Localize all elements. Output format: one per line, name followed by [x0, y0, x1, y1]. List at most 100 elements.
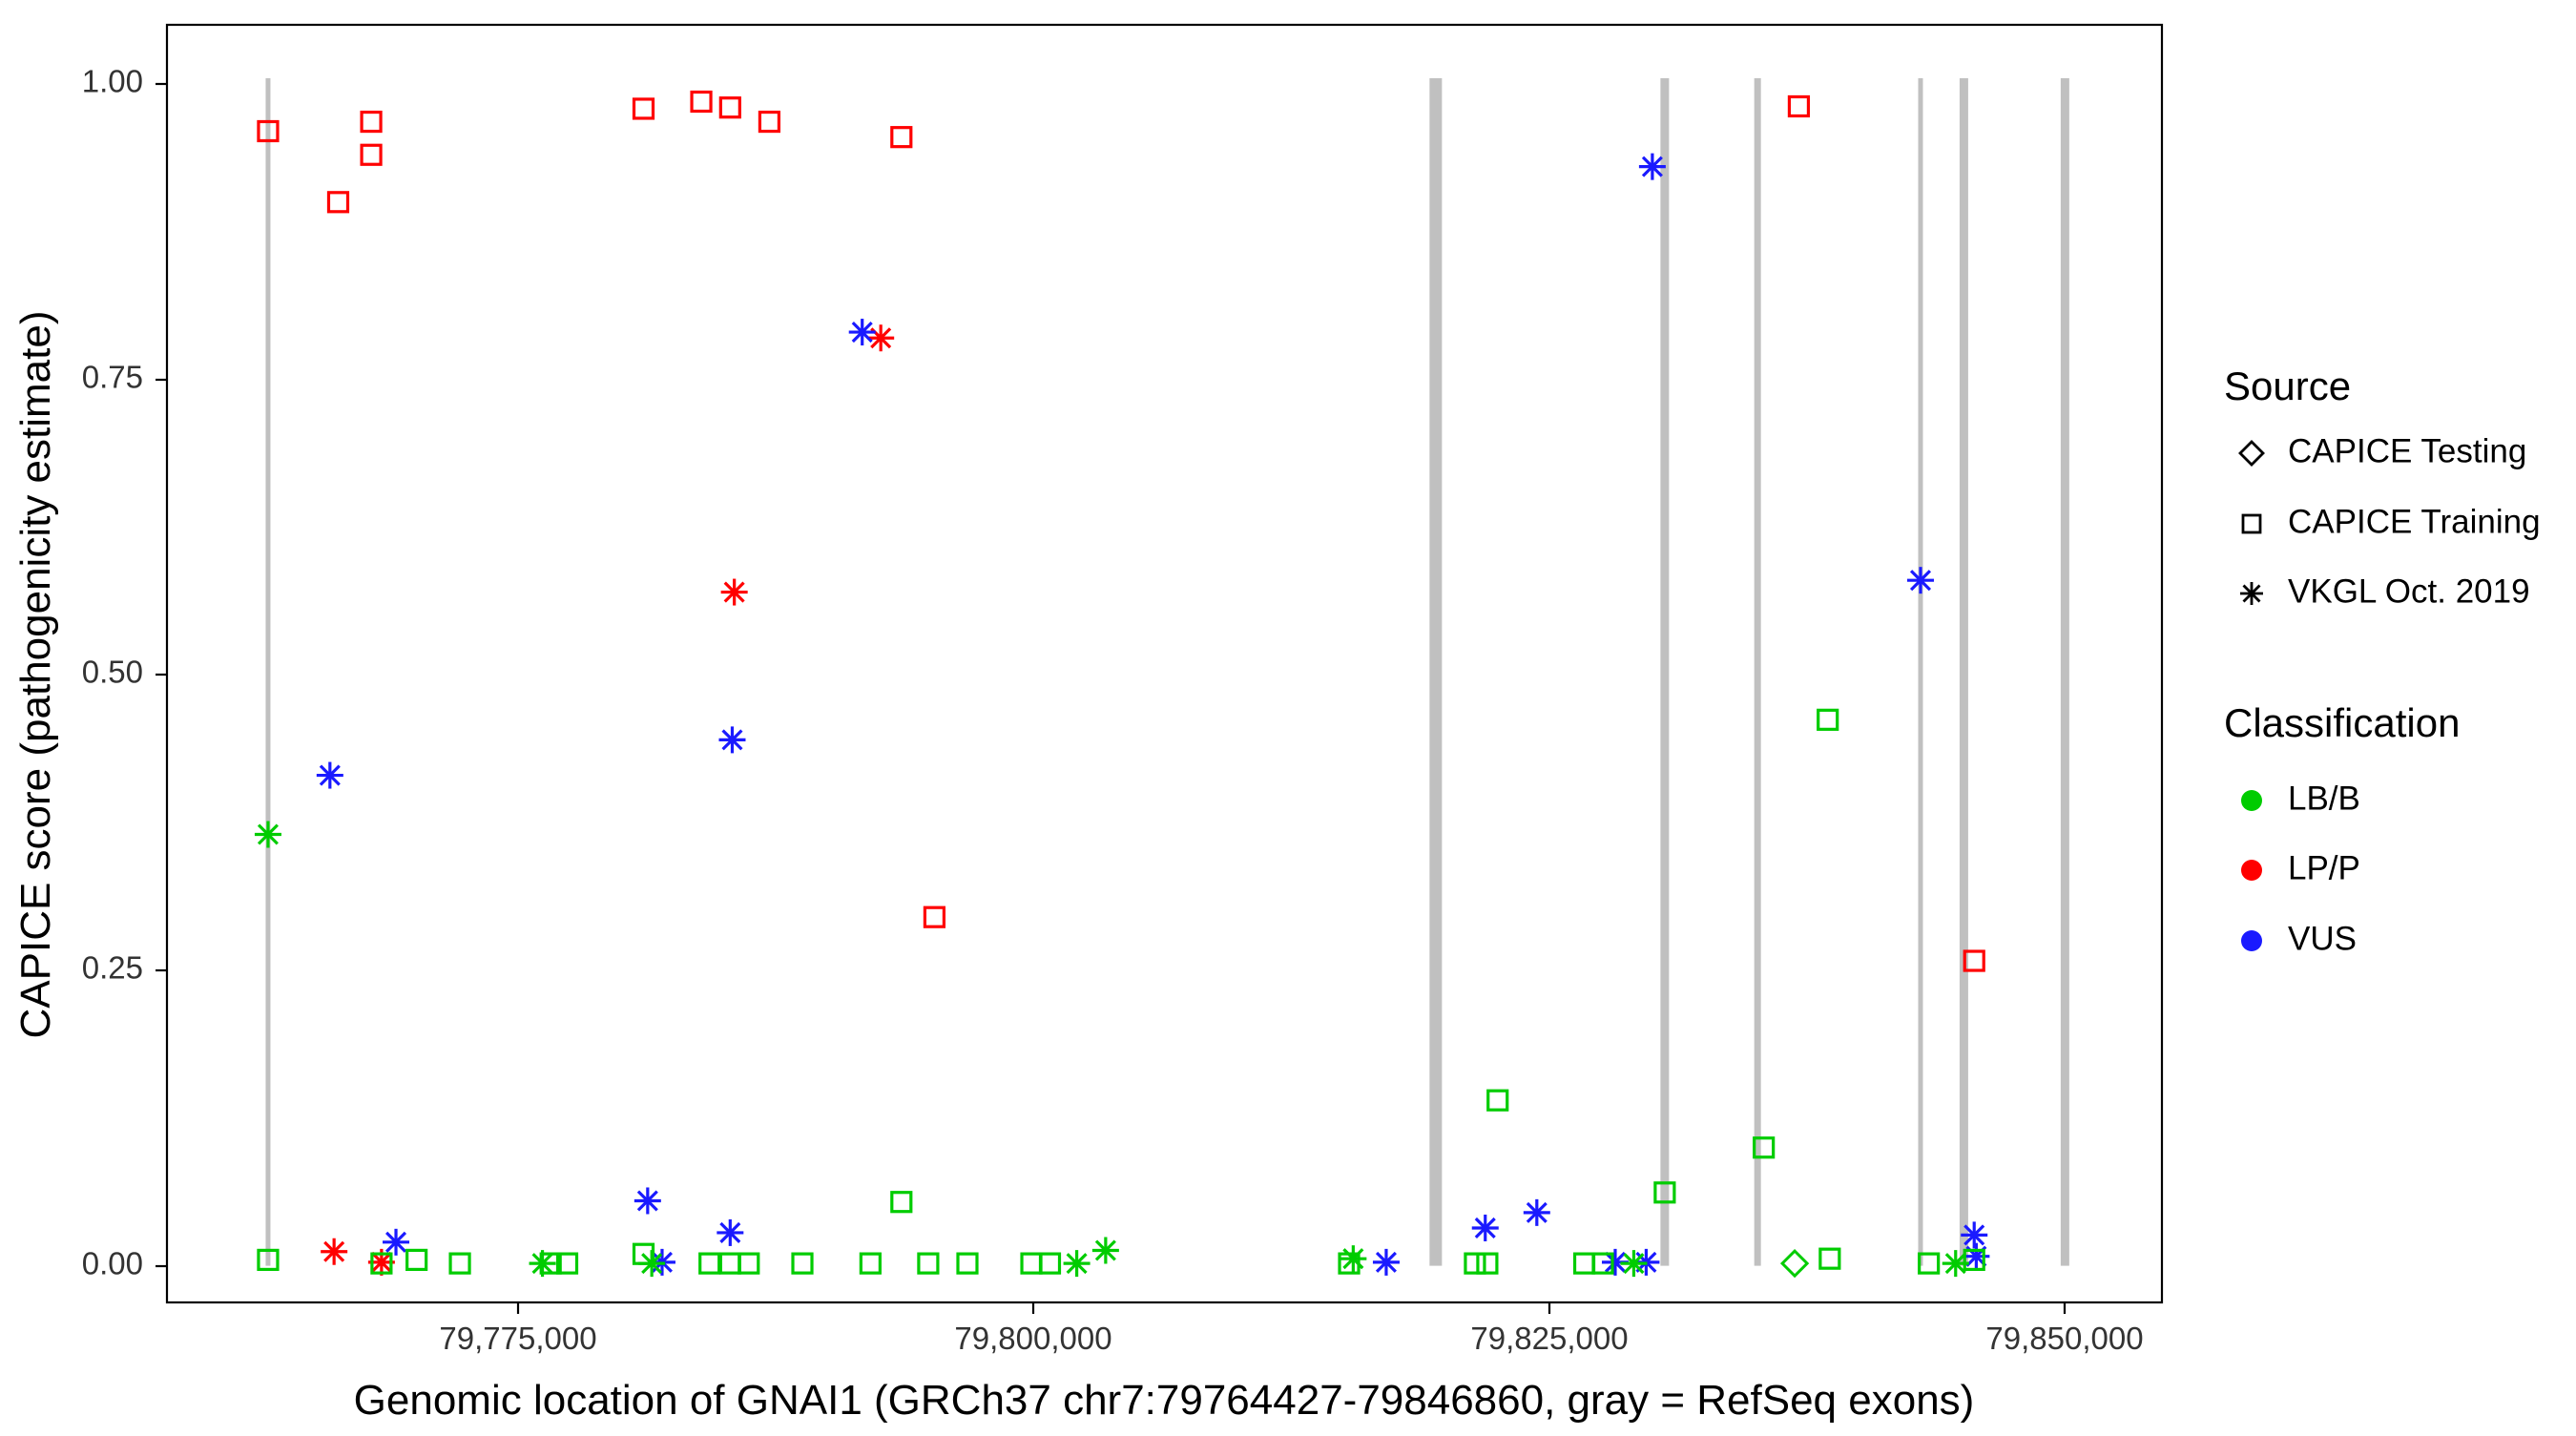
- data-point-square: [1464, 1252, 1486, 1275]
- data-point-asterisk: [321, 1238, 348, 1265]
- data-point-asterisk: [1340, 1245, 1367, 1273]
- legend-item-lpp: LP/P: [2288, 849, 2360, 886]
- data-point-diamond: [1779, 1248, 1810, 1279]
- x-axis-title: Genomic location of GNAI1 (GRCh37 chr7:7…: [354, 1377, 1975, 1424]
- exon-line: [1918, 77, 1923, 1266]
- x-tick-label: 79,775,000: [439, 1321, 596, 1356]
- data-point-square: [859, 1252, 882, 1275]
- legend-classification: Classification LB/B LP/P VUS: [2224, 700, 2460, 957]
- data-point-square: [405, 1248, 428, 1272]
- data-point-asterisk: [718, 726, 746, 754]
- y-tick-label: 0.25: [82, 950, 143, 986]
- y-axis-tick-labels: 0.00 0.25 0.50 0.75 1.00: [82, 64, 143, 1281]
- data-point-asterisk: [1907, 567, 1935, 594]
- data-point-square: [718, 96, 741, 119]
- legend-item-capice-testing: CAPICE Testing: [2288, 432, 2526, 469]
- data-point-square: [917, 1252, 940, 1275]
- data-point-asterisk: [717, 1218, 744, 1246]
- data-point-asterisk: [638, 1250, 666, 1278]
- data-point-asterisk: [1372, 1248, 1400, 1276]
- data-point-square: [956, 1252, 979, 1275]
- data-point-asterisk: [1963, 1242, 1990, 1270]
- data-point-asterisk: [1638, 153, 1666, 180]
- data-point-square: [1486, 1089, 1509, 1112]
- data-point-square: [448, 1252, 471, 1275]
- data-point-asterisk: [1942, 1250, 1969, 1278]
- data-point-square: [1753, 1136, 1776, 1159]
- data-point-asterisk: [529, 1250, 556, 1278]
- data-point-square: [1818, 1247, 1841, 1270]
- x-tick-label: 79,800,000: [954, 1321, 1111, 1356]
- data-point-square: [1653, 1181, 1676, 1204]
- data-point-square: [1817, 708, 1839, 731]
- exon-line: [1429, 77, 1443, 1266]
- y-axis-title: CAPICE score (pathogenicity estimate): [12, 311, 59, 1039]
- data-point-asterisk: [1063, 1250, 1091, 1278]
- legend-source: Source CAPICE Testing CAPICE Training VK…: [2224, 364, 2541, 610]
- x-tick-label: 79,850,000: [1985, 1321, 2143, 1356]
- data-point-asterisk: [1471, 1214, 1499, 1241]
- x-axis-ticks: [516, 1302, 2067, 1314]
- data-point-square: [1918, 1252, 1941, 1275]
- data-point-square: [758, 110, 781, 134]
- data-point-square: [1963, 949, 1985, 972]
- data-point-square: [1591, 1252, 1614, 1275]
- vus-color-dot: [2241, 930, 2262, 951]
- data-point-asterisk: [383, 1228, 410, 1256]
- data-point-square: [257, 119, 280, 143]
- data-point-square: [326, 191, 350, 214]
- data-point-square: [890, 126, 913, 149]
- square-icon: [2241, 513, 2262, 534]
- y-tick-label: 1.00: [82, 64, 143, 99]
- data-point-asterisk: [254, 821, 281, 848]
- exon-line: [2060, 77, 2069, 1266]
- data-point-asterisk: [634, 1187, 661, 1215]
- exon-line: [265, 77, 271, 1266]
- y-axis-ticks: [156, 82, 167, 1268]
- data-point-asterisk: [1961, 1221, 1988, 1249]
- exon-line: [1754, 77, 1761, 1266]
- data-point-asterisk: [1601, 1248, 1629, 1276]
- exon-line: [1959, 77, 1968, 1266]
- data-point-square: [632, 97, 655, 120]
- data-point-asterisk: [720, 578, 748, 606]
- lbb-color-dot: [2241, 790, 2262, 811]
- data-point-asterisk: [867, 324, 895, 352]
- data-point-square: [360, 110, 383, 134]
- data-point-asterisk: [1091, 1237, 1119, 1264]
- data-point-square: [257, 1248, 280, 1272]
- x-tick-label: 79,825,000: [1470, 1321, 1628, 1356]
- data-point-square: [360, 143, 383, 166]
- data-point-square: [555, 1252, 579, 1275]
- data-point-square: [690, 90, 713, 114]
- legend-item-lbb: LB/B: [2288, 780, 2360, 817]
- data-point-square: [370, 1252, 393, 1275]
- data-point-square: [698, 1252, 721, 1275]
- exon-lines-layer: [265, 77, 2069, 1266]
- data-point-square: [1963, 1248, 1985, 1272]
- asterisk-icon: [2240, 582, 2263, 605]
- lpp-color-dot: [2241, 860, 2262, 881]
- data-point-asterisk: [1523, 1198, 1550, 1226]
- data-point-square: [890, 1191, 913, 1214]
- data-points-layer: [254, 90, 1990, 1279]
- legend-source-title: Source: [2224, 364, 2351, 408]
- legend-item-vkgl: VKGL Oct. 2019: [2288, 572, 2530, 610]
- legend-item-capice-training: CAPICE Training: [2288, 503, 2541, 540]
- data-point-square: [1787, 94, 1811, 118]
- y-tick-label: 0.00: [82, 1246, 143, 1281]
- legend-item-vus: VUS: [2288, 920, 2357, 957]
- data-point-square: [1038, 1252, 1062, 1275]
- x-axis-tick-labels: 79,775,000 79,800,000 79,825,000 79,850,…: [439, 1321, 2143, 1356]
- y-tick-label: 0.75: [82, 360, 143, 395]
- data-point-square: [923, 905, 945, 928]
- y-tick-label: 0.50: [82, 655, 143, 690]
- data-point-asterisk: [1620, 1250, 1648, 1278]
- data-point-asterisk: [848, 319, 876, 346]
- data-point-square: [737, 1252, 760, 1275]
- data-point-square: [1476, 1252, 1499, 1275]
- data-point-square: [791, 1252, 814, 1275]
- plot-panel: [165, 23, 2164, 1304]
- data-point-asterisk: [316, 761, 343, 789]
